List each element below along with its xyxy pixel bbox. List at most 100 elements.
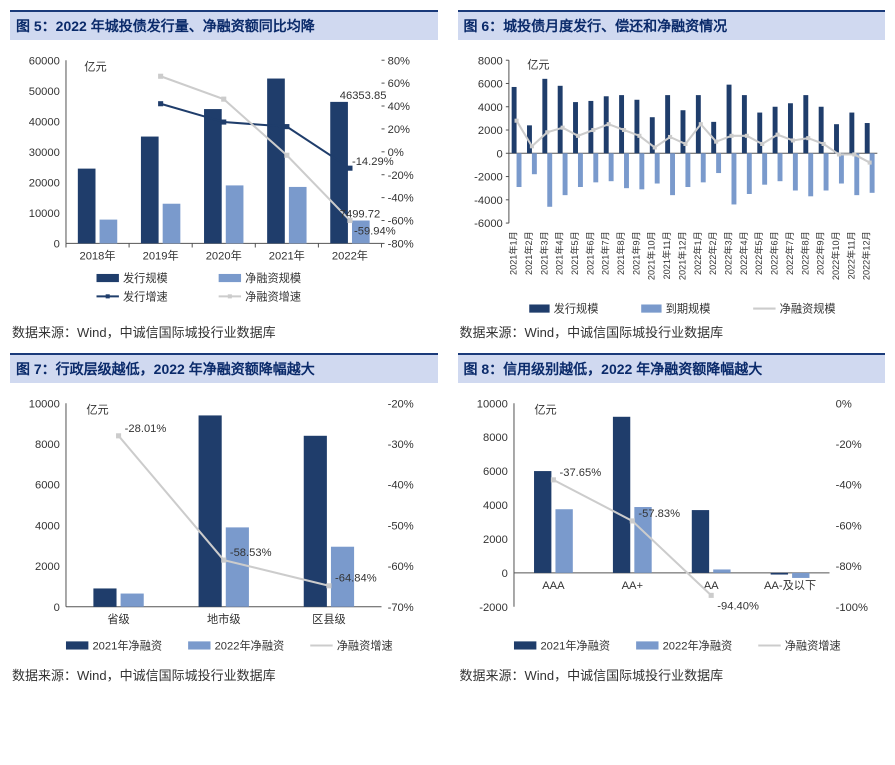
svg-text:-60%: -60% bbox=[388, 561, 414, 573]
svg-text:10000: 10000 bbox=[29, 398, 60, 410]
svg-text:4000: 4000 bbox=[482, 500, 507, 512]
svg-text:-14.29%: -14.29% bbox=[352, 156, 394, 168]
svg-text:2021年4月: 2021年4月 bbox=[553, 231, 564, 275]
svg-text:0%: 0% bbox=[835, 398, 851, 410]
svg-text:8000: 8000 bbox=[482, 432, 507, 444]
svg-text:区县级: 区县级 bbox=[312, 613, 346, 626]
svg-text:AA+: AA+ bbox=[621, 580, 642, 592]
svg-text:-37.65%: -37.65% bbox=[559, 467, 601, 479]
svg-text:2022年2月: 2022年2月 bbox=[707, 231, 718, 275]
svg-text:4000: 4000 bbox=[477, 102, 502, 114]
svg-text:0: 0 bbox=[496, 148, 502, 160]
svg-text:亿元: 亿元 bbox=[534, 403, 556, 416]
svg-text:净融资规模: 净融资规模 bbox=[245, 271, 301, 285]
fig7-chart: 亿元0200040006000800010000-70%-60%-50%-40%… bbox=[10, 391, 438, 661]
svg-text:-94.40%: -94.40% bbox=[717, 601, 759, 613]
svg-text:-57.83%: -57.83% bbox=[638, 508, 680, 520]
svg-text:发行规模: 发行规模 bbox=[123, 271, 168, 285]
svg-text:2021年8月: 2021年8月 bbox=[615, 231, 626, 275]
svg-text:净融资规模: 净融资规模 bbox=[779, 302, 835, 316]
svg-text:2022年1月: 2022年1月 bbox=[691, 231, 702, 275]
svg-text:-70%: -70% bbox=[388, 602, 414, 614]
svg-text:2018年: 2018年 bbox=[79, 249, 115, 263]
svg-text:-30%: -30% bbox=[388, 439, 414, 451]
svg-text:2022年净融资: 2022年净融资 bbox=[662, 639, 732, 653]
svg-text:亿元: 亿元 bbox=[86, 403, 108, 416]
svg-text:0: 0 bbox=[501, 568, 507, 580]
svg-text:2021年2月: 2021年2月 bbox=[522, 231, 533, 275]
svg-text:2022年6月: 2022年6月 bbox=[768, 231, 779, 275]
svg-text:2021年9月: 2021年9月 bbox=[630, 231, 641, 275]
svg-text:2022年8月: 2022年8月 bbox=[799, 231, 810, 275]
svg-text:发行规模: 发行规模 bbox=[553, 302, 598, 316]
svg-text:-60%: -60% bbox=[835, 520, 861, 532]
svg-text:7499.72: 7499.72 bbox=[340, 208, 380, 220]
svg-text:-59.94%: -59.94% bbox=[354, 226, 396, 238]
svg-text:-50%: -50% bbox=[388, 520, 414, 532]
svg-text:-20%: -20% bbox=[835, 439, 861, 451]
fig5-panel: 图 5：2022 年城投债发行量、净融资额同比均降 亿元010000200003… bbox=[10, 10, 438, 345]
fig7-panel: 图 7：行政层级越低，2022 年净融资额降幅越大 亿元020004000600… bbox=[10, 353, 438, 688]
svg-text:净融资增速: 净融资增速 bbox=[784, 639, 840, 653]
svg-text:到期规模: 到期规模 bbox=[665, 302, 710, 316]
svg-text:-2000: -2000 bbox=[479, 602, 508, 614]
svg-text:-64.84%: -64.84% bbox=[335, 573, 377, 585]
svg-text:-40%: -40% bbox=[388, 480, 414, 492]
svg-text:2021年5月: 2021年5月 bbox=[568, 231, 579, 275]
svg-text:-58.53%: -58.53% bbox=[230, 547, 272, 559]
svg-text:10000: 10000 bbox=[476, 398, 507, 410]
svg-text:2000: 2000 bbox=[482, 534, 507, 546]
svg-text:2021年净融资: 2021年净融资 bbox=[92, 639, 162, 653]
fig5-chart: 亿元0100002000030000400005000060000-80%-60… bbox=[10, 48, 438, 318]
svg-text:8000: 8000 bbox=[477, 55, 502, 67]
svg-text:2022年7月: 2022年7月 bbox=[783, 231, 794, 275]
svg-text:-40%: -40% bbox=[388, 193, 414, 205]
svg-text:0: 0 bbox=[54, 238, 60, 250]
svg-text:20%: 20% bbox=[388, 124, 410, 136]
svg-text:2020年: 2020年 bbox=[206, 249, 242, 263]
svg-text:2021年净融资: 2021年净融资 bbox=[540, 639, 610, 653]
svg-text:2022年3月: 2022年3月 bbox=[722, 231, 733, 275]
svg-text:2022年12月: 2022年12月 bbox=[860, 231, 871, 280]
svg-text:60000: 60000 bbox=[29, 55, 60, 67]
fig5-title: 图 5：2022 年城投债发行量、净融资额同比均降 bbox=[10, 10, 438, 40]
svg-text:80%: 80% bbox=[388, 55, 410, 67]
svg-text:60%: 60% bbox=[388, 78, 410, 90]
svg-text:2022年净融资: 2022年净融资 bbox=[215, 639, 285, 653]
fig8-panel: 图 8：信用级别越低，2022 年净融资额降幅越大 亿元-20000200040… bbox=[458, 353, 886, 688]
svg-text:2022年11月: 2022年11月 bbox=[845, 231, 856, 279]
svg-text:-4000: -4000 bbox=[474, 195, 503, 207]
svg-text:4000: 4000 bbox=[35, 520, 60, 532]
svg-text:2022年: 2022年 bbox=[332, 249, 368, 263]
svg-text:-80%: -80% bbox=[388, 238, 414, 250]
svg-text:2021年6月: 2021年6月 bbox=[584, 231, 595, 275]
svg-text:6000: 6000 bbox=[477, 79, 502, 91]
fig6-panel: 图 6：城投债月度发行、偿还和净融资情况 亿元-6000-4000-200002… bbox=[458, 10, 886, 345]
svg-text:46353.85: 46353.85 bbox=[340, 90, 387, 102]
svg-text:-80%: -80% bbox=[835, 561, 861, 573]
svg-text:2000: 2000 bbox=[35, 561, 60, 573]
svg-text:AAA: AAA bbox=[542, 580, 565, 592]
svg-text:2021年12月: 2021年12月 bbox=[676, 231, 687, 280]
svg-text:2000: 2000 bbox=[477, 125, 502, 137]
svg-text:亿元: 亿元 bbox=[527, 58, 549, 71]
svg-text:2019年: 2019年 bbox=[143, 249, 179, 263]
svg-text:2021年7月: 2021年7月 bbox=[599, 231, 610, 275]
svg-text:2021年11月: 2021年11月 bbox=[661, 231, 672, 279]
svg-text:-20%: -20% bbox=[388, 170, 414, 182]
svg-text:省级: 省级 bbox=[107, 613, 129, 626]
svg-text:6000: 6000 bbox=[482, 466, 507, 478]
svg-text:10000: 10000 bbox=[29, 208, 60, 220]
svg-text:50000: 50000 bbox=[29, 86, 60, 98]
svg-text:-2000: -2000 bbox=[474, 172, 503, 184]
svg-text:6000: 6000 bbox=[35, 480, 60, 492]
fig6-title: 图 6：城投债月度发行、偿还和净融资情况 bbox=[458, 10, 886, 40]
svg-text:2021年: 2021年 bbox=[269, 249, 305, 263]
svg-text:30000: 30000 bbox=[29, 147, 60, 159]
svg-text:8000: 8000 bbox=[35, 439, 60, 451]
svg-text:-100%: -100% bbox=[835, 602, 867, 614]
svg-text:发行增速: 发行增速 bbox=[123, 289, 168, 303]
svg-text:地市级: 地市级 bbox=[207, 612, 241, 626]
fig6-chart: 亿元-6000-4000-2000020004000600080002021年1… bbox=[458, 48, 886, 318]
svg-text:2021年10月: 2021年10月 bbox=[645, 231, 656, 280]
